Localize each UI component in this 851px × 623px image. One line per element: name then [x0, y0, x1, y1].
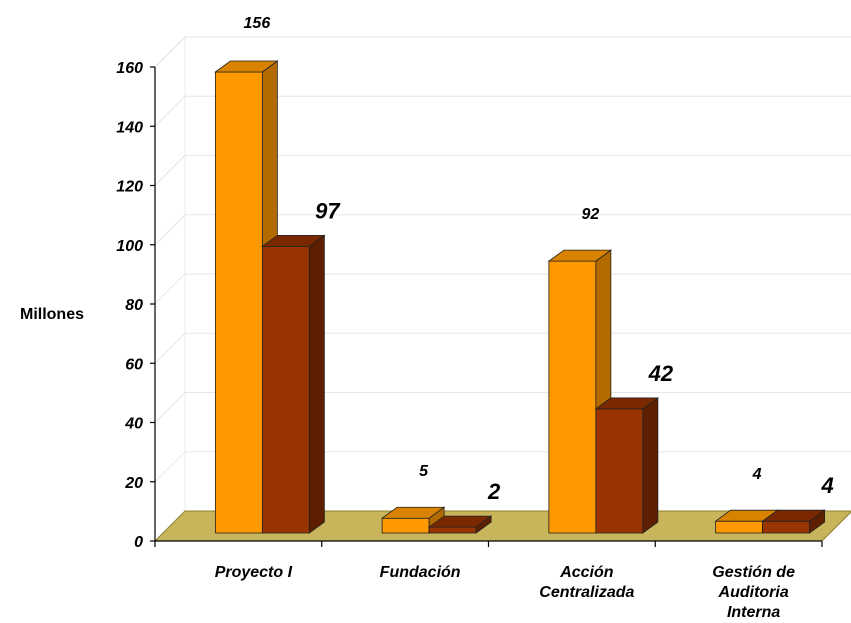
- gridline: [154, 332, 851, 364]
- data-label: 2: [487, 479, 501, 504]
- data-label: 92: [581, 206, 599, 223]
- x-tick-label-line: Fundación: [380, 564, 461, 581]
- y-tick-label: 140: [116, 119, 143, 136]
- bar-top: [261, 234, 326, 247]
- y-tick-label: 40: [124, 416, 143, 433]
- gridline: [154, 273, 851, 305]
- bar-front: [428, 526, 477, 534]
- bar-side: [308, 234, 325, 534]
- y-tick-label: 160: [116, 60, 143, 77]
- data-label: 5: [419, 463, 429, 480]
- gridlines: [154, 36, 851, 483]
- gridline: [154, 392, 851, 423]
- y-tick-label: 60: [125, 356, 143, 373]
- bars: [214, 60, 826, 534]
- bar-top: [427, 515, 493, 528]
- x-tick-label: Gestión de Auditoria Interna: [712, 564, 795, 621]
- x-tick-label-line: Proyecto I: [215, 564, 293, 581]
- y-tick-label: 0: [134, 534, 143, 551]
- x-tick-label-line: Gestión de: [712, 564, 795, 581]
- gridline: [154, 214, 851, 246]
- bar-front: [715, 520, 764, 534]
- data-label: 4: [821, 473, 834, 498]
- bar-top: [547, 249, 613, 262]
- x-tick-label: Proyecto I: [215, 564, 293, 581]
- axes: 0 20 40 60 80 100 120 140 160: [116, 60, 823, 551]
- gridline: [154, 155, 851, 186]
- x-tick-label-line: Acción: [559, 564, 614, 581]
- y-tick-label: 120: [116, 179, 143, 196]
- bar-front: [261, 245, 310, 534]
- y-axis-label: Millones: [20, 306, 84, 323]
- data-label: 97: [315, 198, 341, 223]
- x-tick-label-line: Centralizada: [539, 584, 634, 601]
- bar-front: [214, 71, 263, 534]
- y-tick-label: 80: [125, 297, 143, 314]
- bar-front: [548, 260, 597, 534]
- data-label: 42: [648, 361, 674, 386]
- data-label: 4: [752, 466, 762, 483]
- bar-top: [380, 506, 446, 519]
- y-tick-label: 100: [116, 238, 143, 255]
- y-tick-label: 20: [124, 475, 143, 492]
- bar-front: [595, 408, 644, 534]
- gridline: [154, 95, 851, 127]
- bar-top: [761, 509, 826, 522]
- bar-top: [214, 60, 279, 73]
- bar-front: [762, 520, 811, 534]
- bar-top: [594, 397, 660, 410]
- x-tick-label: Acción Centralizada: [539, 564, 634, 601]
- x-tick-label-line: Auditoria: [718, 584, 789, 601]
- gridline: [154, 36, 851, 68]
- data-label: 156: [244, 15, 271, 32]
- bar-side: [642, 397, 659, 534]
- x-tick-label: Fundación: [380, 564, 461, 581]
- labels: 156 97 Proyecto I 5 2 Fundación 92 42 Acción Cent…: [215, 15, 834, 621]
- x-tick-label-line: Interna: [727, 604, 780, 621]
- bar-front: [381, 517, 430, 534]
